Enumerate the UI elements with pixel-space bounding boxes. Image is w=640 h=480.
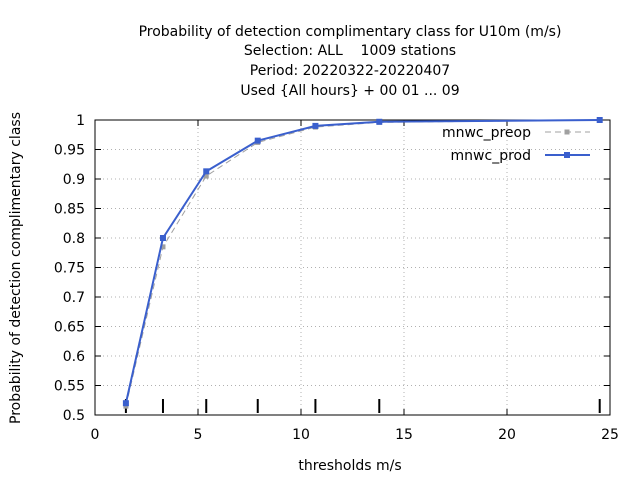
y-tick-label: 0.65 xyxy=(54,320,85,336)
legend-item: mnwc_prod xyxy=(451,148,590,164)
threshold-markers xyxy=(124,399,601,413)
y-axis-label: Probability of detection complimentary c… xyxy=(8,112,24,424)
x-tick-label: 5 xyxy=(194,427,203,443)
y-tick-label: 0.5 xyxy=(63,408,85,424)
legend-label: mnwc_prod xyxy=(451,148,531,164)
legend-swatch-marker xyxy=(564,129,570,135)
y-tick-label: 0.75 xyxy=(54,261,85,277)
y-tick-label: 0.85 xyxy=(54,202,85,218)
x-axis-label: thresholds m/s xyxy=(298,458,401,474)
series-layer xyxy=(122,117,603,409)
grid xyxy=(95,120,610,415)
series-point xyxy=(203,168,210,175)
title-line-4: Used {All hours} + 00 01 ... 09 xyxy=(240,83,459,99)
y-tick-label: 0.6 xyxy=(63,349,85,365)
series-mnwc_prod xyxy=(122,117,603,407)
legend-label: mnwc_preop xyxy=(442,125,531,141)
title-line-1: Probability of detection complimentary c… xyxy=(139,24,562,40)
series-point xyxy=(122,400,129,407)
series-point xyxy=(312,122,319,129)
axes xyxy=(94,119,611,416)
series-point xyxy=(596,117,603,123)
x-tick-label: 15 xyxy=(395,427,413,443)
plot-frame xyxy=(94,119,611,416)
series-point xyxy=(159,235,166,241)
y-axis-ticks: 0.5 0.55 0.6 0.65 0.7 0.75 0.8 0.85 0.9 0.95 1 xyxy=(54,113,610,424)
y-tick-label: 1 xyxy=(76,113,85,129)
series-point xyxy=(254,137,261,144)
series-point xyxy=(203,173,209,179)
y-tick-label: 0.8 xyxy=(63,231,85,247)
series-point xyxy=(376,118,383,125)
x-tick-label: 25 xyxy=(601,427,619,443)
x-tick-label: 20 xyxy=(498,427,516,443)
y-tick-label: 0.7 xyxy=(63,290,85,306)
series-point xyxy=(160,244,166,250)
legend: mnwc_preop mnwc_prod xyxy=(442,125,590,164)
x-tick-label: 10 xyxy=(292,427,310,443)
y-tick-label: 0.55 xyxy=(54,379,85,395)
title-line-3: Period: 20220322-20220407 xyxy=(250,63,450,79)
legend-item: mnwc_preop xyxy=(442,125,590,141)
y-tick-label: 0.95 xyxy=(54,143,85,159)
y-tick-label: 0.9 xyxy=(63,172,85,188)
chart-title: Probability of detection complimentary c… xyxy=(139,24,562,99)
x-axis-ticks: 0 5 10 15 20 25 xyxy=(91,120,619,443)
title-line-2: Selection: ALL 1009 stations xyxy=(244,43,456,59)
x-tick-label: 0 xyxy=(91,427,100,443)
legend-swatch-marker xyxy=(564,152,570,158)
